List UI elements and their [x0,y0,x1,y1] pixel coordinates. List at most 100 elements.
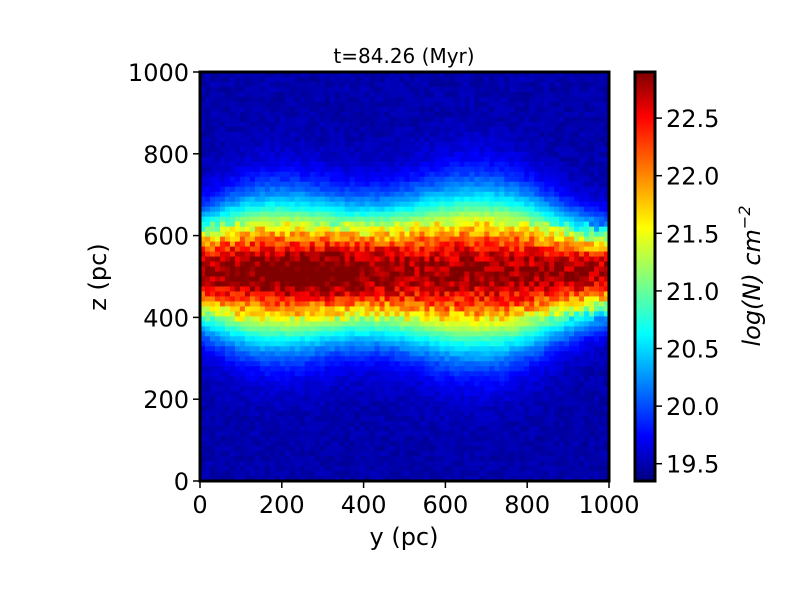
heatmap-cell [200,366,206,372]
heatmap-cell [344,271,351,278]
heatmap-cell [539,351,545,357]
heatmap-cell [289,166,296,173]
heatmap-cell [399,241,406,248]
heatmap-cell [504,231,510,238]
heatmap-cell [529,111,535,118]
heatmap-cell [269,311,276,317]
heatmap-cell [439,286,445,293]
heatmap-cell [604,96,609,103]
heatmap-cell [554,246,560,253]
heatmap-cell [449,321,455,327]
heatmap-cell [334,371,341,377]
heatmap-cell [294,156,301,163]
heatmap-cell [474,96,480,103]
heatmap-cell [469,286,475,293]
heatmap-cell [254,116,261,123]
heatmap-cell [434,131,441,138]
heatmap-cell [289,311,296,317]
heatmap-cell [329,371,336,377]
heatmap-cell [439,256,445,263]
heatmap-cell [229,72,236,78]
heatmap-cell [299,136,306,143]
heatmap-cell [459,286,465,293]
heatmap-cell [599,316,605,322]
heatmap-cell [394,206,401,213]
heatmap-cell [234,331,241,337]
heatmap-cell [404,216,411,223]
heatmap-cell [479,191,485,198]
heatmap-cell [354,116,361,123]
heatmap-cell [264,291,271,298]
heatmap-cell [554,72,560,78]
heatmap-cell [239,311,246,317]
heatmap-cell [559,151,565,158]
heatmap-cell [504,341,510,347]
heatmap-cell [484,206,490,213]
heatmap-cell [379,266,386,273]
heatmap-cell [599,91,605,98]
heatmap-cell [309,261,316,268]
heatmap-cell [224,256,231,263]
heatmap-cell [419,96,426,103]
heatmap-cell [289,351,296,357]
heatmap-cell [374,366,381,372]
heatmap-cell [229,201,236,208]
heatmap-cell [374,236,381,243]
heatmap-cell [429,371,436,377]
heatmap-cell [239,286,246,293]
heatmap-cell [229,191,236,198]
heatmap-cell [509,311,515,317]
heatmap-cell [344,111,351,118]
heatmap-cell [399,106,406,113]
heatmap-cell [594,226,600,233]
heatmap-cell [434,206,441,213]
heatmap-cell [204,226,211,233]
heatmap-cell [419,146,426,153]
heatmap-cell [244,276,251,283]
heatmap-cell [514,341,520,347]
heatmap-cell [494,331,500,337]
heatmap-cell [279,206,286,213]
heatmap-cell [249,141,256,148]
heatmap-cell [529,351,535,357]
heatmap-cell [214,261,221,268]
heatmap-cell [200,171,206,178]
heatmap-cell [429,326,436,332]
heatmap-cell [284,291,291,298]
heatmap-cell [284,306,291,313]
heatmap-cell [234,131,241,138]
heatmap-cell [524,241,530,248]
heatmap-cell [484,341,490,347]
heatmap-cell [314,81,321,88]
heatmap-cell [244,116,251,123]
heatmap-cell [414,231,421,238]
heatmap-cell [334,196,341,203]
heatmap-cell [289,201,296,208]
heatmap-cell [224,336,231,342]
heatmap-cell [524,96,530,103]
heatmap-cell [449,106,455,113]
heatmap-cell [504,311,510,317]
heatmap-cell [534,196,540,203]
heatmap-cell [494,131,500,138]
heatmap-cell [414,196,421,203]
heatmap-cell [209,191,216,198]
heatmap-cell [559,101,565,108]
heatmap-cell [414,146,421,153]
heatmap-cell [569,271,575,278]
heatmap-cell [504,191,510,198]
heatmap-cell [519,81,525,88]
heatmap-cell [364,126,371,133]
heatmap-cell [599,251,605,258]
heatmap-cell [324,196,331,203]
heatmap-cell [479,156,485,163]
heatmap-cell [229,331,236,337]
heatmap-cell [534,226,540,233]
heatmap-cell [429,206,436,213]
heatmap-cell [339,141,346,148]
heatmap-cell [599,181,605,188]
heatmap-cell [309,221,316,228]
heatmap-cell [359,121,366,128]
heatmap-cell [529,136,535,143]
heatmap-cell [554,241,560,248]
